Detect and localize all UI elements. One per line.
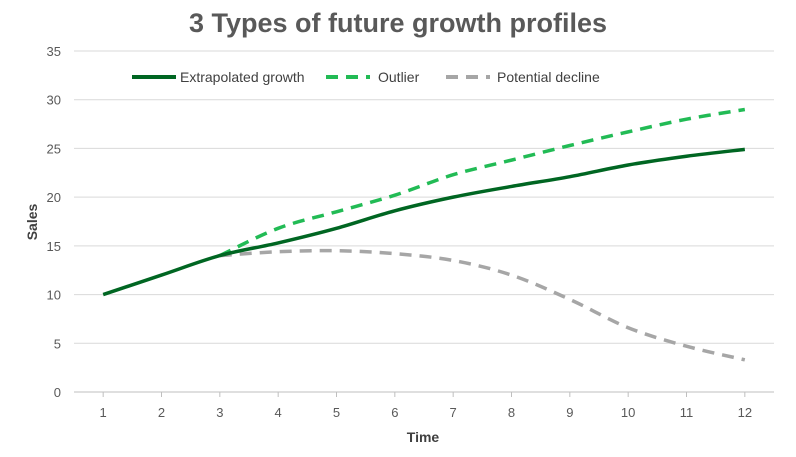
y-tick-label: 25 bbox=[47, 141, 61, 156]
y-tick-label: 0 bbox=[54, 385, 61, 400]
x-axis-ticks: 1 2 3 4 5 6 7 8 9 10 11 12 bbox=[100, 392, 752, 420]
legend: Extrapolated growth Outlier Potential de… bbox=[132, 69, 600, 85]
legend-label-potential-decline: Potential decline bbox=[497, 69, 600, 85]
series-lines bbox=[102, 107, 746, 362]
x-tick-label: 4 bbox=[275, 405, 282, 420]
legend-item-potential-decline: Potential decline bbox=[446, 69, 600, 85]
y-axis-ticks: 0 5 10 15 20 25 30 35 bbox=[47, 44, 61, 400]
series-line-extrapolated-growth bbox=[102, 147, 746, 297]
x-tick-label: 12 bbox=[738, 405, 752, 420]
y-axis-label: Sales bbox=[24, 203, 40, 240]
x-tick-label: 7 bbox=[450, 405, 457, 420]
y-tick-label: 5 bbox=[54, 336, 61, 351]
x-axis-label: Time bbox=[407, 429, 440, 445]
y-tick-label: 35 bbox=[47, 44, 61, 59]
chart-title: 3 Types of future growth profiles bbox=[189, 8, 607, 38]
x-tick-label: 9 bbox=[566, 405, 573, 420]
y-tick-label: 15 bbox=[47, 239, 61, 254]
legend-item-extrapolated-growth: Extrapolated growth bbox=[132, 69, 305, 85]
x-tick-label: 6 bbox=[391, 405, 398, 420]
y-tick-label: 30 bbox=[47, 93, 61, 108]
series-line-potential-decline bbox=[219, 248, 746, 362]
series-line-outlier bbox=[219, 107, 746, 258]
y-tick-label: 10 bbox=[47, 288, 61, 303]
y-tick-label: 20 bbox=[47, 190, 61, 205]
legend-label-extrapolated-growth: Extrapolated growth bbox=[180, 69, 305, 85]
x-tick-label: 3 bbox=[216, 405, 223, 420]
x-tick-label: 1 bbox=[100, 405, 107, 420]
x-tick-label: 10 bbox=[621, 405, 635, 420]
legend-label-outlier: Outlier bbox=[378, 69, 420, 85]
x-tick-label: 2 bbox=[158, 405, 165, 420]
x-tick-label: 8 bbox=[508, 405, 515, 420]
x-tick-label: 5 bbox=[333, 405, 340, 420]
gridlines bbox=[74, 50, 774, 344]
x-tick-label: 11 bbox=[680, 405, 694, 420]
legend-item-outlier: Outlier bbox=[326, 69, 420, 85]
